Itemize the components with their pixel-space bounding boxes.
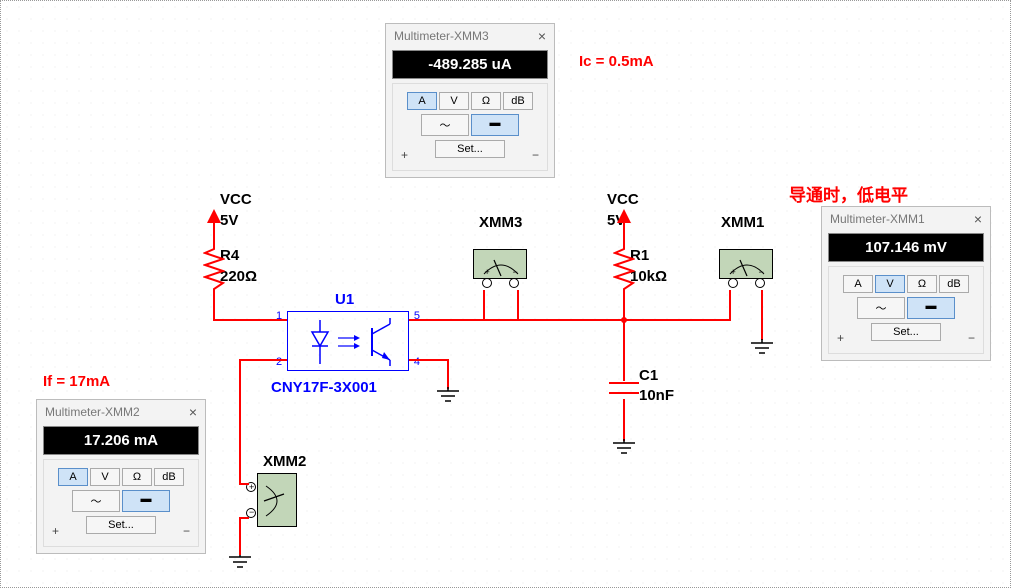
u1-pin4: 4	[414, 356, 420, 368]
annotation-conducting: 导通时，低电平	[789, 181, 908, 206]
wire	[239, 359, 287, 361]
mm2-btn-a[interactable]: A	[58, 468, 88, 486]
mm1-title: Multimeter-XMM1	[830, 212, 925, 226]
wire	[623, 223, 625, 241]
xmm1-symbol[interactable]: + −	[719, 249, 773, 289]
mm2-reading: 17.206 mA	[43, 426, 199, 455]
wire	[517, 290, 519, 320]
xmm2-symbol[interactable]: + −	[257, 473, 301, 513]
mm1-btn-db[interactable]: dB	[939, 275, 969, 293]
close-icon[interactable]: ×	[974, 211, 982, 227]
wire	[239, 517, 241, 555]
mm1-btn-ac[interactable]: 〜	[857, 297, 905, 319]
mm3-plus: +	[401, 148, 408, 162]
mm3-reading: -489.285 uA	[392, 50, 548, 79]
mm2-btn-ohm[interactable]: Ω	[122, 468, 152, 486]
vcc-left-arrow	[207, 209, 221, 223]
vcc-right-label: VCC	[607, 191, 639, 208]
mm3-minus: −	[532, 148, 539, 162]
mm1-btn-dc[interactable]: ▬	[907, 297, 955, 319]
mm2-btn-set[interactable]: Set...	[86, 516, 156, 534]
annotation-ic: Ic = 0.5mA	[579, 53, 654, 70]
close-icon[interactable]: ×	[189, 404, 197, 420]
wire	[447, 359, 449, 389]
wire	[213, 297, 215, 321]
u1-arrows-icon	[338, 334, 364, 352]
vcc-right-arrow	[617, 209, 631, 223]
r4-symbol	[203, 241, 225, 297]
schematic-canvas: Ic = 0.5mA If = 17mA 导通时，低电平 VCC 5V R4 2…	[0, 0, 1011, 588]
u1-part: CNY17F-3X001	[271, 379, 377, 396]
xmm3-symbol[interactable]: + −	[473, 249, 527, 289]
vcc-left-label: VCC	[220, 191, 252, 208]
u1-name: U1	[335, 291, 354, 308]
mm2-btn-v[interactable]: V	[90, 468, 120, 486]
mm1-btn-ohm[interactable]: Ω	[907, 275, 937, 293]
u1-led-icon	[300, 320, 340, 364]
xmm3-label: XMM3	[479, 214, 522, 231]
mm3-btn-dc[interactable]: ▬	[471, 114, 519, 136]
c1-value: 10nF	[639, 387, 674, 404]
wire	[623, 319, 731, 321]
ground-xmm1	[749, 339, 775, 357]
u1-box: 1 2 5 4	[287, 311, 409, 371]
ground-u1-pin4	[435, 387, 461, 405]
mm2-title: Multimeter-XMM2	[45, 405, 140, 419]
wire	[729, 290, 731, 320]
wire	[409, 359, 449, 361]
wire	[761, 290, 763, 340]
annotation-if: If = 17mA	[43, 373, 110, 390]
mm3-btn-v[interactable]: V	[439, 92, 469, 110]
mm3-title: Multimeter-XMM3	[394, 29, 489, 43]
mm1-btn-v[interactable]: V	[875, 275, 905, 293]
mm1-btn-a[interactable]: A	[843, 275, 873, 293]
wire	[623, 319, 625, 381]
mm1-minus: −	[968, 331, 975, 345]
multimeter-xmm1-window[interactable]: Multimeter-XMM1 × 107.146 mV A V Ω dB 〜 …	[821, 206, 991, 361]
r1-symbol	[613, 241, 635, 297]
mm2-plus: +	[52, 524, 59, 538]
wire	[213, 319, 287, 321]
c1-name: C1	[639, 367, 658, 384]
xmm2-label: XMM2	[263, 453, 306, 470]
wire	[623, 399, 625, 441]
mm1-btn-set[interactable]: Set...	[871, 323, 941, 341]
multimeter-xmm3-window[interactable]: Multimeter-XMM3 × -489.285 uA A V Ω dB 〜…	[385, 23, 555, 178]
mm3-btn-ac[interactable]: 〜	[421, 114, 469, 136]
ground-c1	[611, 439, 637, 457]
mm1-reading: 107.146 mV	[828, 233, 984, 262]
wire	[213, 223, 215, 241]
mm2-minus: −	[183, 524, 190, 538]
wire	[239, 483, 249, 485]
wire	[239, 359, 241, 483]
mm2-btn-db[interactable]: dB	[154, 468, 184, 486]
r4-value: 220Ω	[220, 268, 257, 285]
mm2-btn-ac[interactable]: 〜	[72, 490, 120, 512]
wire	[483, 290, 485, 320]
mm3-btn-a[interactable]: A	[407, 92, 437, 110]
ground-xmm2	[227, 553, 253, 571]
mm3-btn-db[interactable]: dB	[503, 92, 533, 110]
mm3-btn-set[interactable]: Set...	[435, 140, 505, 158]
r1-value: 10kΩ	[630, 268, 667, 285]
close-icon[interactable]: ×	[538, 28, 546, 44]
vcc-left-value: 5V	[220, 212, 238, 229]
u1-pin2: 2	[276, 356, 282, 368]
c1-symbol	[609, 379, 639, 401]
u1-transistor-icon	[362, 318, 398, 366]
mm3-btn-ohm[interactable]: Ω	[471, 92, 501, 110]
multimeter-xmm2-window[interactable]: Multimeter-XMM2 × 17.206 mA A V Ω dB 〜 ▬…	[36, 399, 206, 554]
mm1-plus: +	[837, 331, 844, 345]
xmm1-label: XMM1	[721, 214, 764, 231]
mm2-btn-dc[interactable]: ▬	[122, 490, 170, 512]
